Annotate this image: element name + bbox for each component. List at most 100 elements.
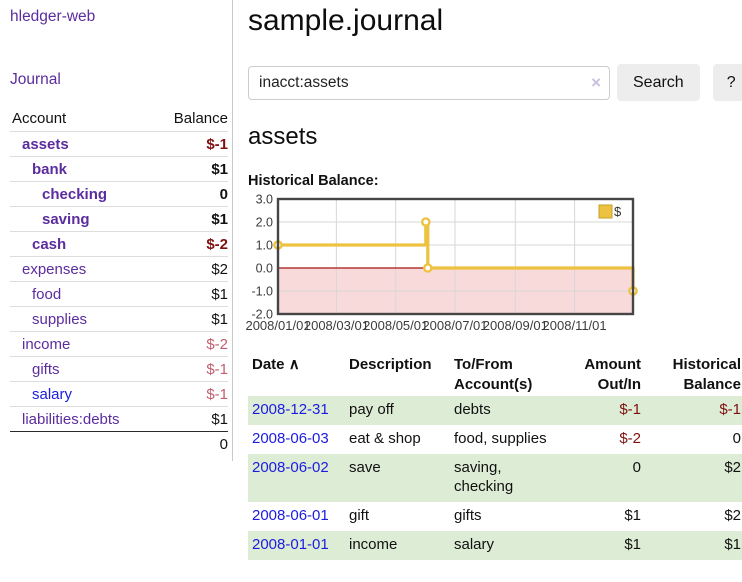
search-bar: × Search ? (248, 64, 742, 101)
register-amount: $1 (624, 507, 641, 525)
register-accounts: gifts (454, 507, 482, 525)
register-row: 2008-06-01 gift gifts $1 $2 (248, 502, 742, 531)
account-link[interactable]: bank (32, 160, 68, 178)
account-row: bank $1 (10, 156, 228, 181)
register-header-accounts: To/From Account(s) (454, 356, 533, 393)
register-date-link[interactable]: 2008-06-03 (252, 430, 329, 448)
account-link[interactable]: liabilities:debts (22, 410, 120, 428)
register-description: income (349, 536, 398, 554)
y-axis-tick-label: 0.0 (256, 262, 273, 276)
register-description: save (349, 459, 381, 477)
account-row: food $1 (10, 281, 228, 306)
account-link[interactable]: checking (42, 185, 108, 203)
account-row: assets $-1 (10, 131, 228, 156)
register-header-date[interactable]: Date ∧ (252, 356, 300, 373)
balance-column-header: Balance (173, 110, 228, 127)
plot-border (276, 197, 635, 316)
register-table-body: 2008-12-31 pay off debts $-1 $-1 2008-06-03 ea… (248, 396, 742, 561)
x-axis-tick-label: 2008/09/01 (483, 318, 548, 333)
search-input[interactable] (248, 65, 610, 100)
account-row: checking 0 (10, 181, 228, 206)
chart-title: Historical Balance: (248, 173, 379, 189)
account-row: salary $-1 (10, 381, 228, 406)
register-accounts: saving, checking (454, 459, 514, 496)
register-description: pay off (349, 401, 394, 418)
register-header-balance: Historical Balance (672, 356, 741, 393)
help-button[interactable]: ? (712, 64, 742, 101)
register-row: 2008-01-01 income salary $1 $1 (248, 531, 742, 561)
register-description: gift (349, 507, 370, 525)
y-axis-tick-label: -2.0 (251, 308, 273, 322)
register-amount: $1 (624, 536, 641, 554)
account-row: income $-2 (10, 331, 228, 356)
y-axis-tick-label: 3.0 (256, 193, 273, 207)
register-balance: $1 (724, 536, 741, 554)
account-balance: $2 (211, 260, 228, 278)
accounts-total-value: 0 (219, 435, 228, 453)
data-point-marker (422, 263, 433, 273)
account-link[interactable]: income (22, 335, 71, 353)
accounts-table-header: Account Balance (10, 106, 228, 131)
x-axis-tick-label: 2008/07/01 (422, 318, 487, 333)
register-date-link[interactable]: 2008-01-01 (252, 536, 329, 554)
account-row: cash $-2 (10, 231, 228, 256)
register-header-amount: Amount Out/In (584, 356, 641, 393)
main-content: sample.journal × Search ? assets Histori… (234, 0, 742, 561)
register-amount: $-2 (619, 430, 641, 448)
y-axis-tick-label: 2.0 (256, 216, 273, 230)
account-balance: $1 (211, 285, 228, 303)
account-link[interactable]: cash (32, 235, 67, 253)
sidebar: hledger-web Journal Account Balance asse… (0, 0, 233, 461)
balance-chart: $3.0 2.0 1.0 0.0 -1.0 -2.02008/01/012008/03/0… (245, 193, 638, 333)
accounts-table: Account Balance assets $-1 bank $1 checking 0… (10, 106, 228, 456)
x-axis-tick-label: 2008/11/01 (543, 318, 607, 333)
x-axis-tick-label: 2008/03/01 (304, 318, 369, 333)
account-link[interactable]: salary (32, 385, 73, 403)
register-row: 2008-06-02 save saving, checking 0 $2 (248, 454, 742, 503)
search-input-wrap: × (248, 65, 610, 100)
account-heading: assets (248, 123, 318, 150)
account-balance: $-1 (206, 385, 228, 403)
account-link[interactable]: assets (22, 135, 69, 153)
register-accounts: salary (454, 536, 495, 554)
register-header-description: Description (349, 356, 432, 373)
register-table: Date ∧ Description To/From Account(s) Am… (248, 353, 742, 561)
x-axis-tick-label: 2008/05/01 (363, 318, 428, 333)
account-balance: $-2 (206, 235, 228, 253)
account-link[interactable]: saving (42, 210, 90, 228)
account-row: supplies $1 (10, 306, 228, 331)
account-link[interactable]: food (32, 285, 62, 303)
account-balance: 0 (219, 185, 228, 203)
app-title-link[interactable]: hledger-web (10, 8, 96, 25)
register-header-row: Date ∧ Description To/From Account(s) Am… (248, 353, 742, 396)
accounts-table-body: assets $-1 bank $1 checking 0 saving $1 cash $-2 e… (10, 131, 228, 431)
account-balance: $-2 (206, 335, 228, 353)
data-point-marker (420, 217, 431, 227)
y-axis-tick-label: -1.0 (251, 285, 273, 299)
y-axis-tick-label: 1.0 (256, 239, 273, 253)
account-column-header: Account (12, 110, 67, 127)
register-accounts: debts (454, 401, 491, 418)
register-balance: 0 (732, 430, 741, 448)
register-balance: $2 (724, 459, 741, 477)
legend-label: $ (614, 204, 622, 219)
clear-search-icon[interactable]: × (591, 72, 601, 92)
account-balance: $1 (211, 410, 228, 428)
search-button[interactable]: Search (617, 64, 700, 101)
register-row: 2008-12-31 pay off debts $-1 $-1 (248, 396, 742, 426)
account-balance: $-1 (206, 135, 228, 153)
register-balance: $-1 (719, 401, 741, 418)
register-description: eat & shop (349, 430, 421, 448)
account-link[interactable]: gifts (32, 360, 60, 378)
register-date-link[interactable]: 2008-06-01 (252, 507, 329, 525)
account-row: liabilities:debts $1 (10, 406, 228, 431)
legend-swatch (598, 204, 613, 219)
account-link[interactable]: expenses (22, 260, 87, 278)
sidebar-item-journal[interactable]: Journal (10, 71, 61, 88)
register-balance: $2 (724, 507, 741, 525)
account-link[interactable]: supplies (32, 310, 88, 328)
register-row: 2008-06-03 eat & shop food, supplies $-2 0 (248, 425, 742, 454)
register-date-link[interactable]: 2008-12-31 (252, 401, 329, 418)
account-balance: $1 (211, 310, 228, 328)
register-date-link[interactable]: 2008-06-02 (252, 459, 329, 477)
